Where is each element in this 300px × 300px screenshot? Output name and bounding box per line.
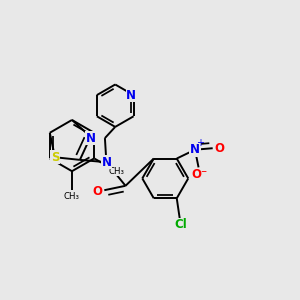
- Text: O: O: [93, 185, 103, 198]
- Text: O: O: [214, 142, 224, 155]
- Text: CH₃: CH₃: [64, 192, 80, 201]
- Text: Cl: Cl: [174, 218, 187, 231]
- Text: N: N: [101, 156, 111, 169]
- Text: N: N: [126, 88, 136, 102]
- Text: +: +: [196, 138, 204, 148]
- Text: CH₃: CH₃: [108, 167, 124, 176]
- Text: N: N: [190, 143, 200, 156]
- Text: O⁻: O⁻: [191, 168, 207, 181]
- Text: S: S: [51, 151, 59, 164]
- Text: N: N: [85, 132, 96, 145]
